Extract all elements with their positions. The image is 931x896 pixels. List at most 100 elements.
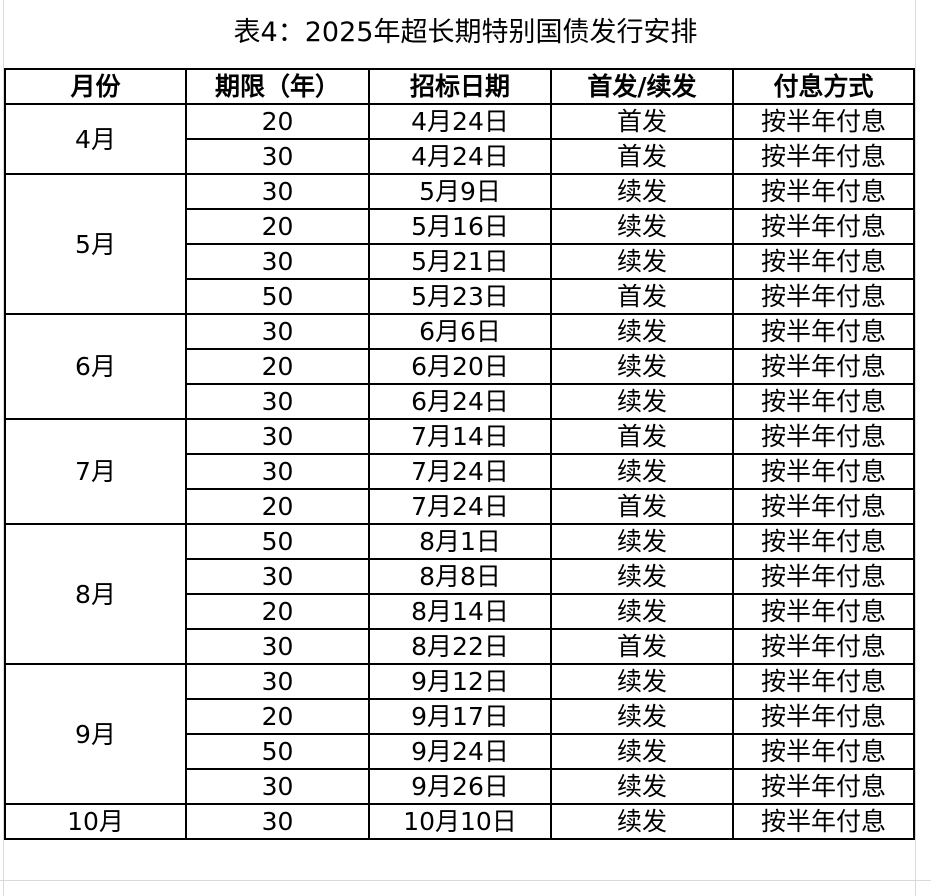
interest-payment-cell: 按半年付息 [732,138,915,175]
table-row: 50 9月24日 续发 按半年付息 [5,733,915,770]
interest-payment-cell: 按半年付息 [732,103,915,140]
issue-type-cell: 首发 [550,418,734,455]
table-row: 30 8月8日 续发 按半年付息 [5,558,915,595]
auction-date-cell: 9月26日 [368,768,552,805]
term-cell: 30 [185,558,370,595]
header-auction-date: 招标日期 [368,68,552,105]
table-row: 9月 30 9月12日 续发 按半年付息 [4,663,915,805]
issue-type-cell: 续发 [550,698,734,735]
issue-type-cell: 续发 [550,348,734,385]
auction-date-cell: 9月24日 [368,733,552,770]
term-cell: 20 [185,488,370,525]
table-row: 6月 30 6月6日 续发 按半年付息 [4,313,915,420]
interest-payment-cell: 按半年付息 [732,278,915,315]
interest-payment-cell: 按半年付息 [732,348,915,385]
issue-type-cell: 续发 [550,208,734,245]
table-row: 7月 30 7月14日 首发 按半年付息 [4,418,915,525]
issue-type-cell: 续发 [550,453,734,490]
interest-payment-cell: 按半年付息 [732,733,915,770]
issue-type-cell: 首发 [550,103,734,140]
issue-type-cell: 续发 [550,558,734,595]
term-cell: 20 [185,593,370,630]
month-cell: 10月 [4,803,187,840]
table-title: 表4：2025年超长期特别国债发行安排 [233,17,698,48]
header-term: 期限（年） [185,68,370,105]
month-cell: 5月 [4,173,187,315]
header-issue-type: 首发/续发 [550,68,734,105]
auction-date-cell: 8月22日 [368,628,552,665]
interest-payment-cell: 按半年付息 [732,593,915,630]
table-row: 10月 30 10月10日 续发 按半年付息 [4,803,915,840]
table-row: 4月 20 4月24日 首发 按半年付息 [4,103,915,175]
auction-date-cell: 7月24日 [368,488,552,525]
issue-type-cell: 首发 [550,278,734,315]
interest-payment-cell: 按半年付息 [732,453,915,490]
interest-payment-cell: 按半年付息 [732,243,915,280]
month-cell: 8月 [4,523,187,665]
term-cell: 50 [185,523,370,560]
term-cell: 50 [185,733,370,770]
term-cell: 30 [185,628,370,665]
interest-payment-cell: 按半年付息 [732,628,915,665]
auction-date-cell: 8月1日 [368,523,552,560]
table-row: 30 4月24日 首发 按半年付息 [5,138,915,175]
issue-type-cell: 续发 [550,733,734,770]
auction-date-cell: 5月21日 [368,243,552,280]
issue-type-cell: 续发 [550,243,734,280]
auction-date-cell: 4月24日 [368,103,552,140]
term-cell: 30 [185,383,370,420]
auction-date-cell: 8月14日 [368,593,552,630]
interest-payment-cell: 按半年付息 [732,418,915,455]
table-row: 30 5月21日 续发 按半年付息 [5,243,915,280]
table-row: 30 8月22日 首发 按半年付息 [5,628,915,665]
issue-type-cell: 续发 [550,313,734,350]
table-row: 8月 50 8月1日 续发 按半年付息 [4,523,915,665]
auction-date-cell: 6月6日 [368,313,552,350]
term-cell: 30 [185,313,370,350]
term-cell: 50 [185,278,370,315]
table-row: 20 6月20日 续发 按半年付息 [5,348,915,385]
table-row: 20 9月17日 续发 按半年付息 [5,698,915,735]
issue-type-cell: 续发 [550,768,734,805]
issue-type-cell: 续发 [550,173,734,210]
term-cell: 20 [185,103,370,140]
term-cell: 30 [185,453,370,490]
term-cell: 30 [185,138,370,175]
term-cell: 30 [185,418,370,455]
table-row: 30 9月26日 续发 按半年付息 [5,768,915,805]
term-cell: 30 [185,243,370,280]
auction-date-cell: 9月17日 [368,698,552,735]
table-row: 20 8月14日 续发 按半年付息 [5,593,915,630]
month-cell: 7月 [4,418,187,525]
interest-payment-cell: 按半年付息 [732,768,915,805]
sheet-gridline [0,880,931,881]
term-cell: 30 [185,768,370,805]
interest-payment-cell: 按半年付息 [732,523,915,560]
interest-payment-cell: 按半年付息 [732,803,915,840]
auction-date-cell: 6月20日 [368,348,552,385]
interest-payment-cell: 按半年付息 [732,313,915,350]
table-row: 30 7月24日 续发 按半年付息 [5,453,915,490]
term-cell: 30 [185,663,370,700]
term-cell: 20 [185,698,370,735]
auction-date-cell: 8月8日 [368,558,552,595]
auction-date-cell: 4月24日 [368,138,552,175]
header-interest-payment: 付息方式 [732,68,915,105]
issue-type-cell: 首发 [550,628,734,665]
auction-date-cell: 5月9日 [368,173,552,210]
interest-payment-cell: 按半年付息 [732,488,915,525]
table-row: 20 7月24日 首发 按半年付息 [5,488,915,525]
term-cell: 20 [185,208,370,245]
issue-type-cell: 首发 [550,488,734,525]
table-row: 5月 30 5月9日 续发 按半年付息 [4,173,915,315]
interest-payment-cell: 按半年付息 [732,698,915,735]
header-row: 月份 期限（年） 招标日期 首发/续发 付息方式 [4,68,915,105]
interest-payment-cell: 按半年付息 [732,383,915,420]
month-cell: 6月 [4,313,187,420]
month-cell: 4月 [4,103,187,175]
issue-type-cell: 续发 [550,803,734,840]
auction-date-cell: 5月16日 [368,208,552,245]
bond-schedule-table: 月份 期限（年） 招标日期 首发/续发 付息方式 4月 20 4月24日 首发 按半年付… [4,68,915,840]
issue-type-cell: 首发 [550,138,734,175]
interest-payment-cell: 按半年付息 [732,208,915,245]
